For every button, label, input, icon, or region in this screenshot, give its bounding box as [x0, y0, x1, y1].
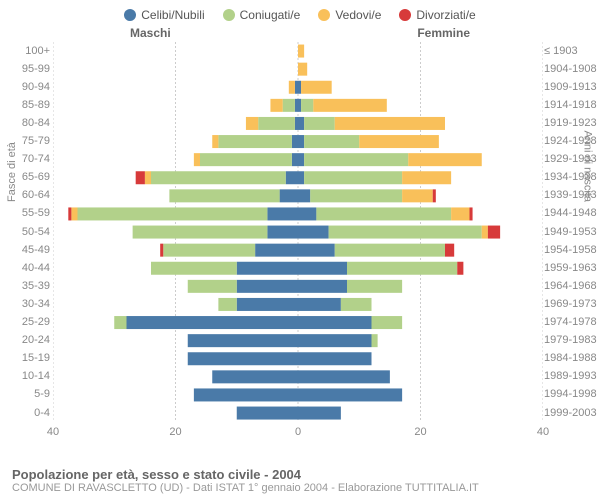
year-label: 1904-1908 [544, 63, 600, 75]
x-tick-label: 20 [406, 426, 436, 438]
legend-swatch [223, 9, 235, 21]
year-label: 1914-1918 [544, 99, 600, 111]
age-label: 0-4 [0, 407, 50, 419]
pyramid-chart-container: Celibi/Nubili Coniugati/e Vedovi/e Divorzia… [0, 0, 600, 500]
year-label: ≤ 1903 [544, 45, 600, 57]
age-label: 70-74 [0, 153, 50, 165]
age-label: 100+ [0, 45, 50, 57]
age-label: 80-84 [0, 117, 50, 129]
legend-item: Celibi/Nubili [124, 8, 204, 22]
legend-label: Vedovi/e [335, 8, 381, 22]
age-label: 95-99 [0, 63, 50, 75]
year-label: 1979-1983 [544, 334, 600, 346]
x-tick-label: 0 [283, 426, 313, 438]
plot-area [53, 42, 543, 422]
year-label: 1974-1978 [544, 316, 600, 328]
age-label: 60-64 [0, 189, 50, 201]
year-label: 1999-2003 [544, 407, 600, 419]
legend-swatch [318, 9, 330, 21]
legend-item: Vedovi/e [318, 8, 381, 22]
header-females: Femmine [417, 26, 470, 40]
age-label: 55-59 [0, 207, 50, 219]
age-label: 65-69 [0, 171, 50, 183]
x-tick-label: 40 [38, 426, 68, 438]
legend-label: Coniugati/e [240, 8, 301, 22]
year-label: 1924-1928 [544, 135, 600, 147]
legend-item: Divorziati/e [399, 8, 475, 22]
legend-item: Coniugati/e [223, 8, 301, 22]
age-label: 40-44 [0, 262, 50, 274]
legend-label: Divorziati/e [416, 8, 475, 22]
year-label: 1929-1933 [544, 153, 600, 165]
header-males: Maschi [130, 26, 171, 40]
footer-subtitle: COMUNE DI RAVASCLETTO (UD) - Dati ISTAT … [12, 482, 479, 494]
age-label: 35-39 [0, 280, 50, 292]
year-label: 1954-1958 [544, 244, 600, 256]
chart-footer: Popolazione per età, sesso e stato civil… [12, 467, 479, 494]
legend-swatch [124, 9, 136, 21]
year-label: 1984-1988 [544, 352, 600, 364]
legend-swatch [399, 9, 411, 21]
age-label: 75-79 [0, 135, 50, 147]
year-label: 1944-1948 [544, 207, 600, 219]
year-label: 1909-1913 [544, 81, 600, 93]
age-label: 25-29 [0, 316, 50, 328]
age-label: 30-34 [0, 298, 50, 310]
x-tick-label: 40 [528, 426, 558, 438]
year-label: 1969-1973 [544, 298, 600, 310]
age-label: 50-54 [0, 226, 50, 238]
legend-label: Celibi/Nubili [141, 8, 204, 22]
chart-area: Fasce di età Anni di nascita 100+95-9990… [0, 42, 600, 442]
age-label: 45-49 [0, 244, 50, 256]
year-label: 1949-1953 [544, 226, 600, 238]
legend: Celibi/Nubili Coniugati/e Vedovi/e Divorzia… [0, 0, 600, 26]
year-label: 1934-1938 [544, 171, 600, 183]
year-label: 1994-1998 [544, 388, 600, 400]
year-label: 1959-1963 [544, 262, 600, 274]
year-label: 1989-1993 [544, 370, 600, 382]
age-label: 85-89 [0, 99, 50, 111]
age-label: 90-94 [0, 81, 50, 93]
gender-headers: Maschi Femmine [0, 26, 600, 42]
x-tick-label: 20 [161, 426, 191, 438]
year-label: 1939-1943 [544, 189, 600, 201]
year-label: 1964-1968 [544, 280, 600, 292]
age-label: 15-19 [0, 352, 50, 364]
age-label: 20-24 [0, 334, 50, 346]
age-label: 10-14 [0, 370, 50, 382]
pyramid-svg [53, 42, 543, 422]
footer-title: Popolazione per età, sesso e stato civil… [12, 467, 479, 482]
year-label: 1919-1923 [544, 117, 600, 129]
age-label: 5-9 [0, 388, 50, 400]
